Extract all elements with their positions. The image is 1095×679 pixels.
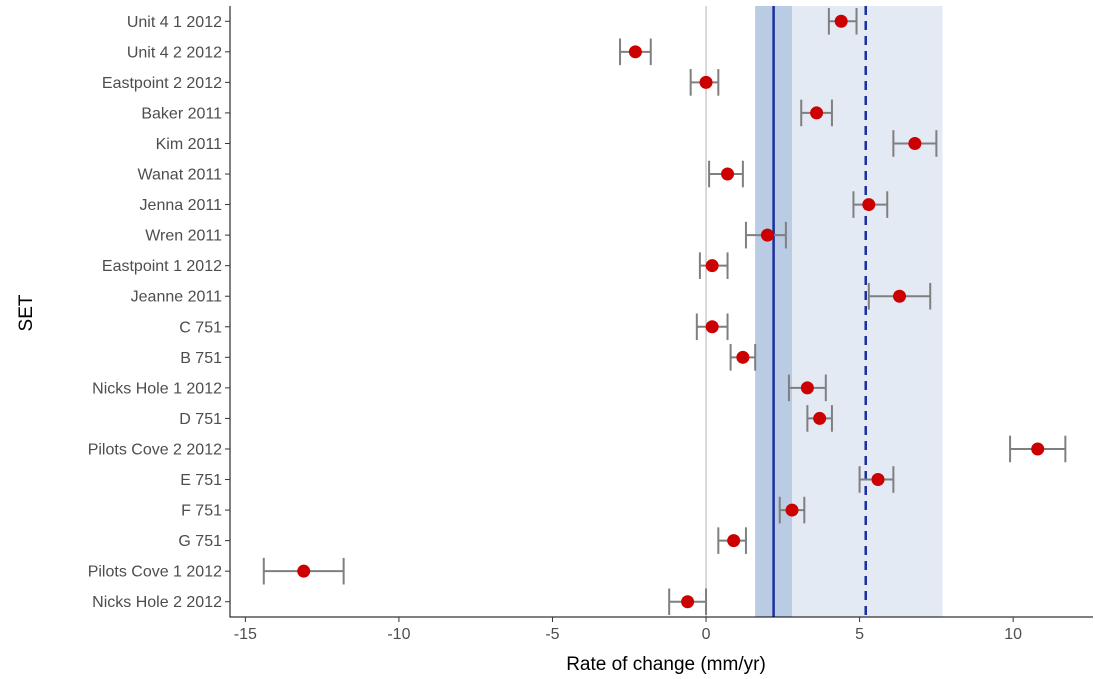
data-points — [297, 14, 1045, 609]
y-tick-label: Pilots Cove 1 2012 — [88, 564, 222, 581]
y-tick-label: Nicks Hole 2 2012 — [92, 594, 222, 611]
data-point — [297, 564, 311, 578]
data-point — [760, 228, 774, 242]
y-tick-label: G 751 — [178, 533, 222, 550]
y-tick-label: Pilots Cove 2 2012 — [88, 441, 222, 458]
axes — [229, 6, 1093, 618]
data-point — [810, 106, 824, 120]
data-point — [628, 45, 642, 59]
x-tick-label: -10 — [387, 626, 410, 643]
y-tick-label: C 751 — [179, 319, 222, 336]
y-tick-label: Unit 4 1 2012 — [127, 14, 222, 31]
data-point — [893, 289, 907, 303]
data-point — [813, 411, 827, 425]
data-point — [1031, 442, 1045, 456]
data-point — [699, 75, 713, 89]
data-point — [862, 198, 876, 212]
data-point — [705, 320, 719, 334]
y-tick-label: Kim 2011 — [156, 136, 223, 153]
data-point — [908, 136, 922, 150]
y-tick-label: Wren 2011 — [145, 228, 222, 245]
data-point — [800, 381, 814, 395]
data-point — [785, 503, 799, 517]
y-tick-label: Eastpoint 1 2012 — [102, 258, 222, 275]
reference-lines — [705, 6, 867, 617]
y-tick-label: D 751 — [179, 411, 222, 428]
x-tick-label: 0 — [702, 626, 711, 643]
y-tick-label: F 751 — [181, 503, 222, 520]
x-tick-label: 5 — [855, 626, 864, 643]
x-tick-label: -5 — [545, 626, 559, 643]
y-tick-label: B 751 — [180, 350, 222, 367]
y-tick-label: Unit 4 2 2012 — [127, 44, 222, 61]
x-tick-labels: -15 -10 -5 0 5 10 — [234, 617, 1022, 643]
y-tick-label: Jenna 2011 — [140, 197, 223, 214]
y-tick-label: Nicks Hole 1 2012 — [92, 380, 222, 397]
y-tick-label: Baker 2011 — [141, 105, 222, 122]
x-axis-title: Rate of change (mm/yr) — [566, 654, 766, 675]
data-point — [721, 167, 735, 181]
data-point — [705, 259, 719, 273]
x-tick-label: -15 — [234, 626, 257, 643]
reference-bands — [755, 6, 943, 617]
x-tick-label: 10 — [1004, 626, 1022, 643]
y-tick-label: Jeanne 2011 — [131, 289, 222, 306]
data-point — [736, 350, 750, 364]
y-tick-label: E 751 — [180, 472, 222, 489]
y-tick-labels: Unit 4 1 2012 Unit 4 2 2012 Eastpoint 2 20… — [88, 14, 230, 611]
y-axis-title: SET — [16, 294, 37, 331]
data-point — [681, 595, 695, 609]
data-point — [871, 473, 885, 487]
data-point — [727, 534, 741, 548]
y-tick-label: Wanat 2011 — [138, 167, 223, 184]
error-bars — [262, 7, 1067, 616]
y-tick-label: Eastpoint 2 2012 — [102, 75, 222, 92]
data-point — [834, 14, 848, 28]
